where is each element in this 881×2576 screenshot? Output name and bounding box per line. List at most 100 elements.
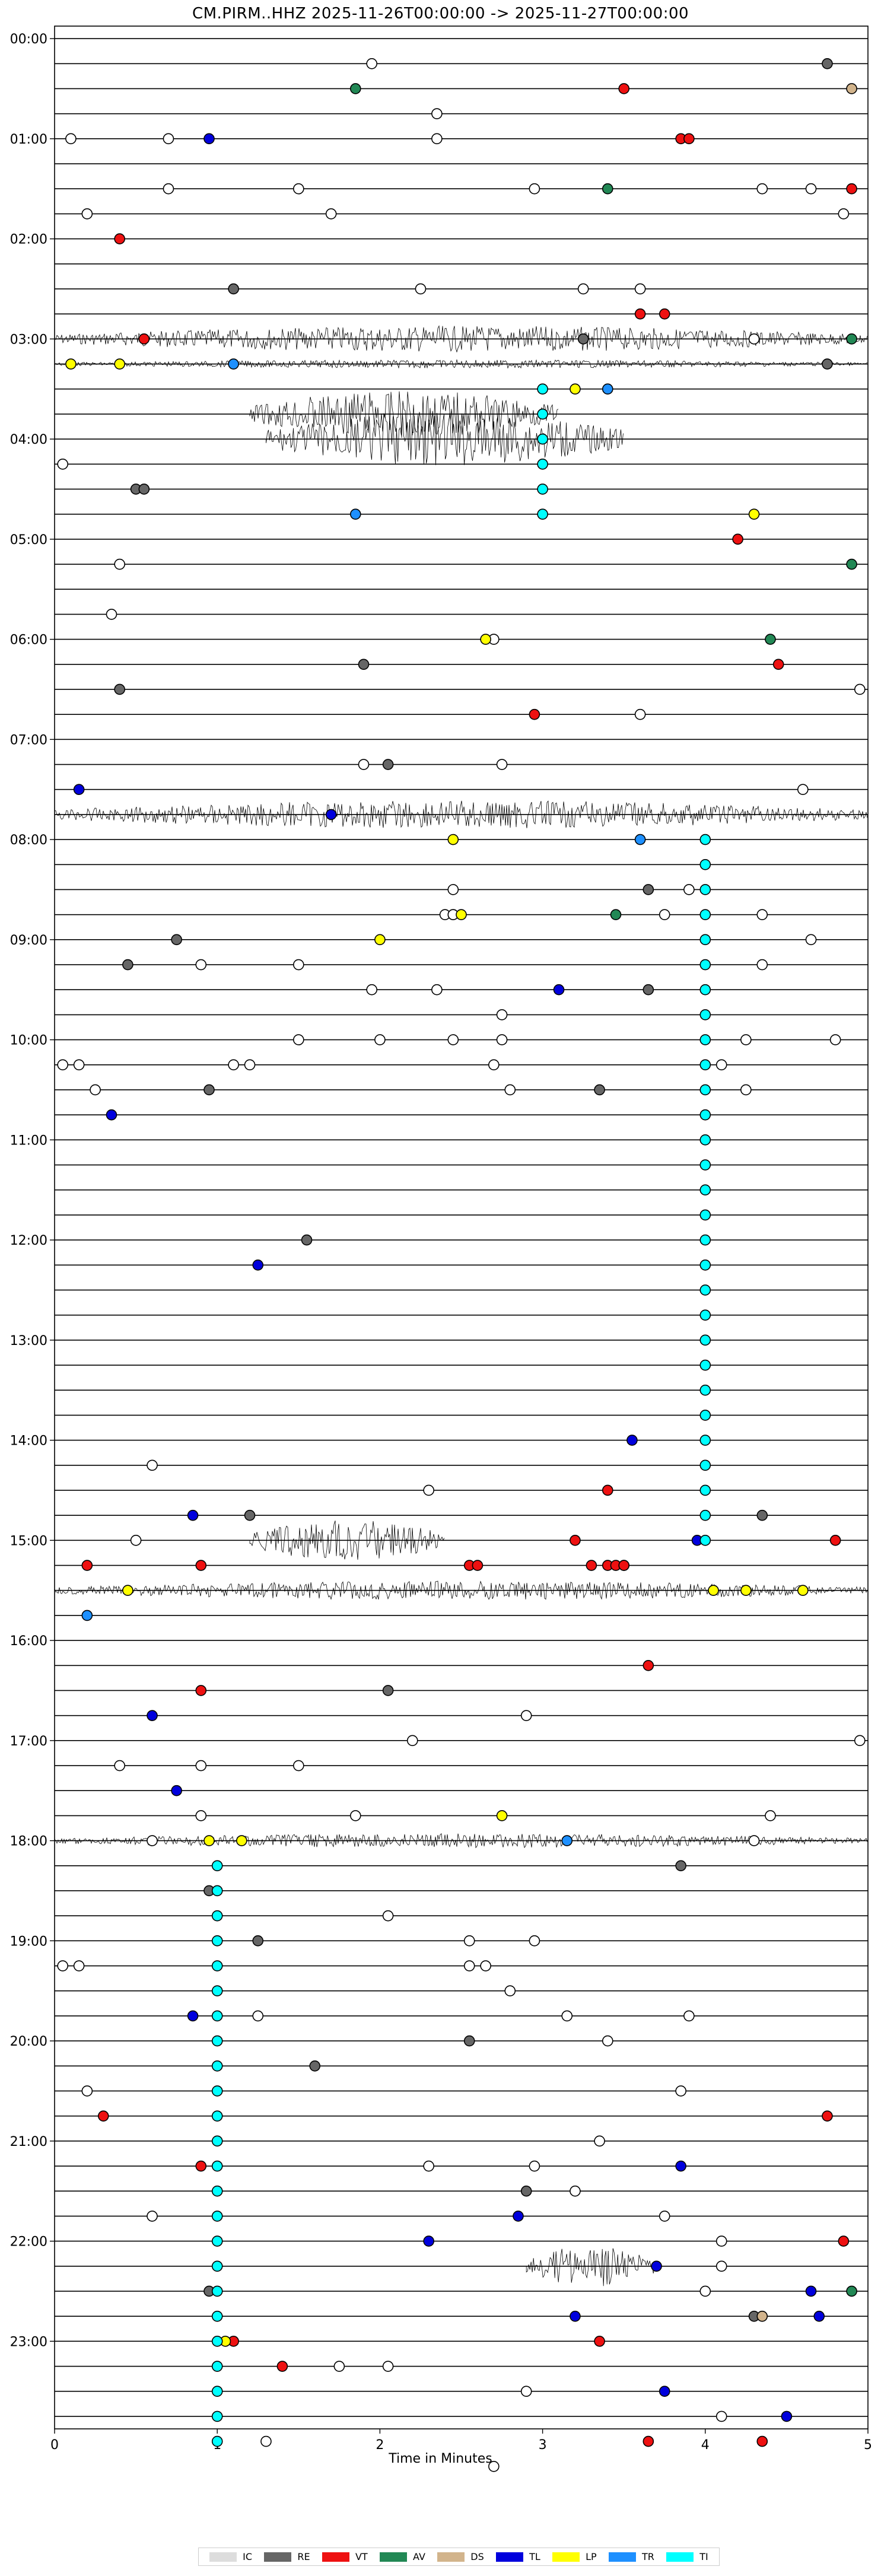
legend-swatch bbox=[380, 2552, 408, 2562]
event-marker-ti bbox=[211, 2185, 223, 2197]
event-marker-ic bbox=[147, 2211, 158, 2222]
event-marker-tl bbox=[73, 784, 85, 796]
event-marker-ic bbox=[561, 2010, 573, 2022]
event-marker-ic bbox=[244, 1059, 256, 1071]
event-marker-ic bbox=[594, 2135, 605, 2147]
event-marker-ic bbox=[195, 1810, 207, 1821]
event-marker-vt bbox=[529, 708, 540, 720]
event-marker-vt bbox=[732, 533, 743, 545]
x-axis-label: Time in Minutes bbox=[389, 2451, 492, 2466]
event-marker-lp bbox=[480, 634, 491, 645]
event-marker-ic bbox=[748, 1835, 760, 1846]
event-marker-ic bbox=[529, 1935, 540, 1947]
y-tick-label: 17:00 bbox=[10, 1734, 47, 1749]
event-marker-re bbox=[675, 1860, 686, 1872]
event-marker-re bbox=[822, 358, 833, 370]
event-marker-ti bbox=[699, 1084, 711, 1096]
event-marker-ic bbox=[683, 884, 695, 895]
event-marker-ic bbox=[366, 58, 377, 69]
legend-swatch bbox=[552, 2552, 580, 2562]
event-marker-ic bbox=[504, 1084, 516, 1096]
event-marker-ic bbox=[260, 2435, 272, 2447]
event-marker-ti bbox=[211, 2135, 223, 2147]
event-marker-ic bbox=[797, 784, 809, 796]
event-marker-re bbox=[138, 484, 150, 495]
event-marker-re bbox=[577, 333, 589, 345]
event-marker-vt bbox=[114, 233, 125, 244]
event-markers bbox=[57, 58, 866, 2472]
seismic-burst bbox=[54, 800, 868, 828]
event-marker-ic bbox=[447, 1034, 459, 1045]
event-marker-ic bbox=[675, 2085, 686, 2097]
event-marker-ds bbox=[846, 83, 857, 94]
event-marker-ic bbox=[463, 1960, 475, 1971]
y-tick-label: 16:00 bbox=[10, 1634, 47, 1649]
legend-label: TR bbox=[642, 2551, 654, 2562]
event-marker-vt bbox=[756, 2435, 768, 2447]
event-marker-ti bbox=[537, 383, 548, 395]
event-marker-tl bbox=[147, 1710, 158, 1721]
legend-item-ds: DS bbox=[437, 2551, 484, 2562]
legend-item-ic: IC bbox=[209, 2551, 252, 2562]
event-marker-re bbox=[301, 1234, 313, 1246]
event-marker-av bbox=[610, 909, 622, 920]
event-marker-ic bbox=[740, 1034, 752, 1045]
event-marker-ti bbox=[699, 1435, 711, 1446]
seismic-burst bbox=[266, 412, 624, 465]
y-tick-label: 20:00 bbox=[10, 2034, 47, 2049]
event-marker-ic bbox=[602, 2035, 613, 2047]
event-marker-ti bbox=[211, 2211, 223, 2222]
event-marker-ic bbox=[325, 208, 337, 220]
event-marker-ic bbox=[577, 283, 589, 295]
event-marker-ti bbox=[699, 1535, 711, 1546]
event-marker-ti bbox=[211, 2010, 223, 2022]
event-marker-vt bbox=[195, 1560, 207, 1571]
event-marker-lp bbox=[708, 1585, 719, 1597]
event-marker-vt bbox=[602, 1484, 613, 1496]
legend-label: RE bbox=[297, 2551, 310, 2562]
y-tick-label: 05:00 bbox=[10, 533, 47, 548]
event-marker-ic bbox=[529, 2160, 540, 2172]
event-marker-ti bbox=[699, 934, 711, 946]
event-marker-ic bbox=[659, 2211, 670, 2222]
event-marker-ic bbox=[715, 2410, 727, 2422]
event-marker-ic bbox=[423, 2160, 434, 2172]
event-marker-ti bbox=[537, 433, 548, 445]
event-marker-ti bbox=[211, 1860, 223, 1872]
event-marker-lp bbox=[456, 909, 467, 920]
x-tick-label: 0 bbox=[50, 2438, 59, 2453]
event-marker-re bbox=[122, 959, 133, 971]
y-tick-label: 22:00 bbox=[10, 2235, 47, 2250]
event-marker-ic bbox=[659, 909, 670, 920]
y-tick-label: 06:00 bbox=[10, 633, 47, 648]
event-marker-av bbox=[846, 333, 857, 345]
legend-item-tr: TR bbox=[609, 2551, 654, 2562]
event-marker-ic bbox=[529, 183, 540, 195]
event-marker-re bbox=[244, 1509, 256, 1521]
event-marker-ic bbox=[57, 458, 69, 470]
event-marker-tl bbox=[651, 2260, 662, 2272]
event-marker-av bbox=[349, 83, 361, 94]
event-marker-vt bbox=[643, 1659, 654, 1671]
event-marker-ti bbox=[211, 1935, 223, 1947]
event-marker-ic bbox=[805, 183, 817, 195]
legend-label: TI bbox=[699, 2551, 708, 2562]
event-marker-re bbox=[228, 283, 239, 295]
event-marker-lp bbox=[496, 1810, 508, 1821]
y-tick-label: 08:00 bbox=[10, 833, 47, 848]
event-marker-ti bbox=[699, 984, 711, 996]
event-marker-re bbox=[463, 2035, 475, 2047]
event-marker-ti bbox=[699, 1009, 711, 1020]
event-marker-tl bbox=[252, 1259, 264, 1271]
event-marker-ic bbox=[130, 1535, 142, 1546]
legend-swatch bbox=[609, 2552, 637, 2562]
x-tick-label: 3 bbox=[539, 2438, 547, 2453]
event-marker-av bbox=[765, 634, 776, 645]
legend: IC RE VT AV DS TL LP TR TI bbox=[198, 2548, 720, 2566]
event-marker-ti bbox=[537, 484, 548, 495]
event-marker-re bbox=[114, 683, 125, 695]
event-marker-ic bbox=[73, 1960, 85, 1971]
event-marker-ti bbox=[211, 2260, 223, 2272]
event-marker-tl bbox=[805, 2285, 817, 2297]
legend-item-ti: TI bbox=[666, 2551, 708, 2562]
